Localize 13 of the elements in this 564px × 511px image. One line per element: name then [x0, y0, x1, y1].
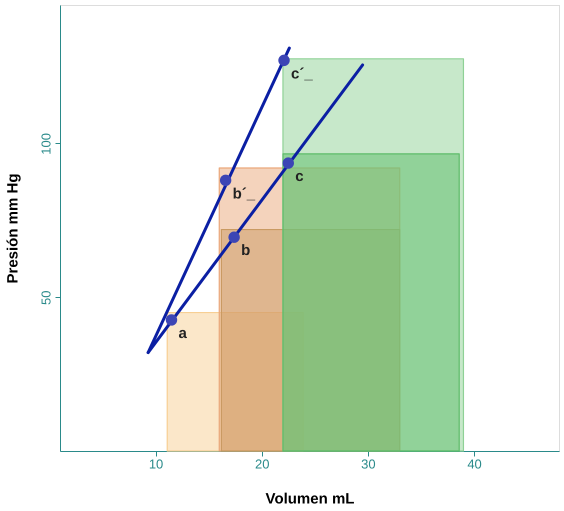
x-tick-label: 30	[361, 456, 376, 472]
y-tick-label: 100	[38, 133, 54, 155]
annotation: c	[295, 168, 304, 186]
x-tick-label: 20	[254, 456, 270, 472]
annotation: c´_	[291, 65, 314, 82]
x-axis-title: Volumen mL	[266, 490, 354, 508]
annotation: b	[241, 242, 250, 260]
y-axis-title: Presión mm Hg	[4, 173, 22, 284]
y-tick-label: 50	[38, 290, 54, 305]
x-tick-label: 10	[148, 456, 164, 472]
annotation: a	[178, 324, 188, 342]
x-tick-label: 40	[467, 456, 482, 472]
annotation: b´_	[232, 185, 256, 202]
